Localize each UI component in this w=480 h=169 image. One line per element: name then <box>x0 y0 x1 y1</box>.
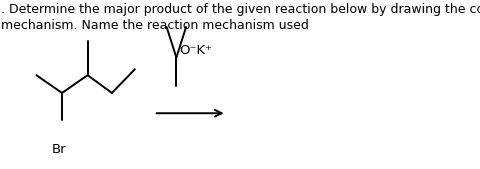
Text: . Determine the major product of the given reaction below by drawing the complet: . Determine the major product of the giv… <box>1 3 480 32</box>
Text: O⁻K⁺: O⁻K⁺ <box>179 44 212 57</box>
Text: Br: Br <box>51 143 66 156</box>
